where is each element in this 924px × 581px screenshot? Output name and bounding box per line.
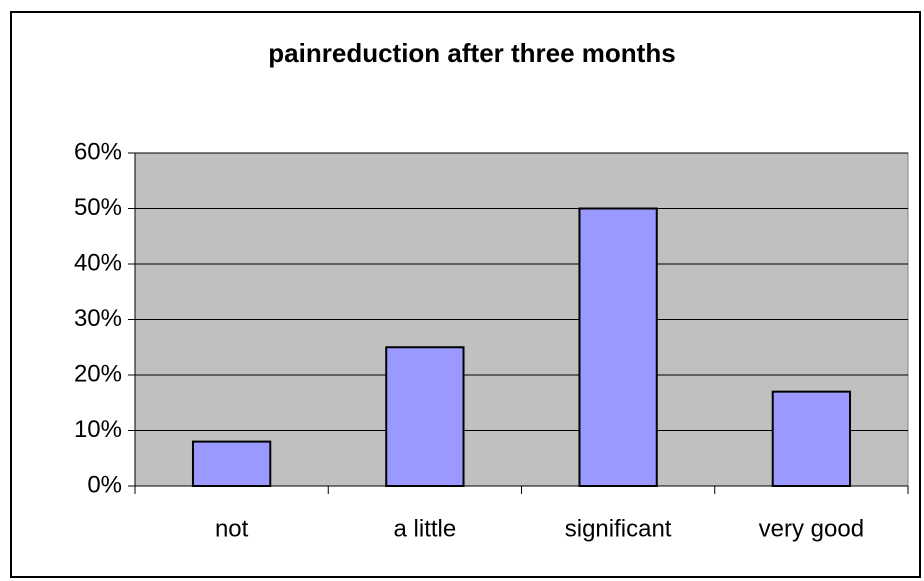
y-tick-label: 30% bbox=[74, 305, 122, 332]
y-tick-label: 0% bbox=[87, 471, 122, 498]
x-tick-label: very good bbox=[759, 515, 864, 542]
x-tick-label: a little bbox=[394, 515, 457, 542]
y-tick-label: 50% bbox=[74, 194, 122, 221]
x-tick-label: not bbox=[215, 515, 249, 542]
bar bbox=[191, 440, 272, 488]
y-tick-label: 20% bbox=[74, 360, 122, 387]
y-tick-label: 10% bbox=[74, 416, 122, 443]
bar bbox=[771, 390, 852, 487]
y-tick-label: 40% bbox=[74, 249, 122, 276]
y-tick-label: 60% bbox=[74, 138, 122, 165]
chart-title: painreduction after three months bbox=[268, 38, 675, 68]
bar bbox=[578, 207, 658, 487]
bar bbox=[385, 346, 465, 487]
x-tick-label: significant bbox=[565, 515, 672, 542]
